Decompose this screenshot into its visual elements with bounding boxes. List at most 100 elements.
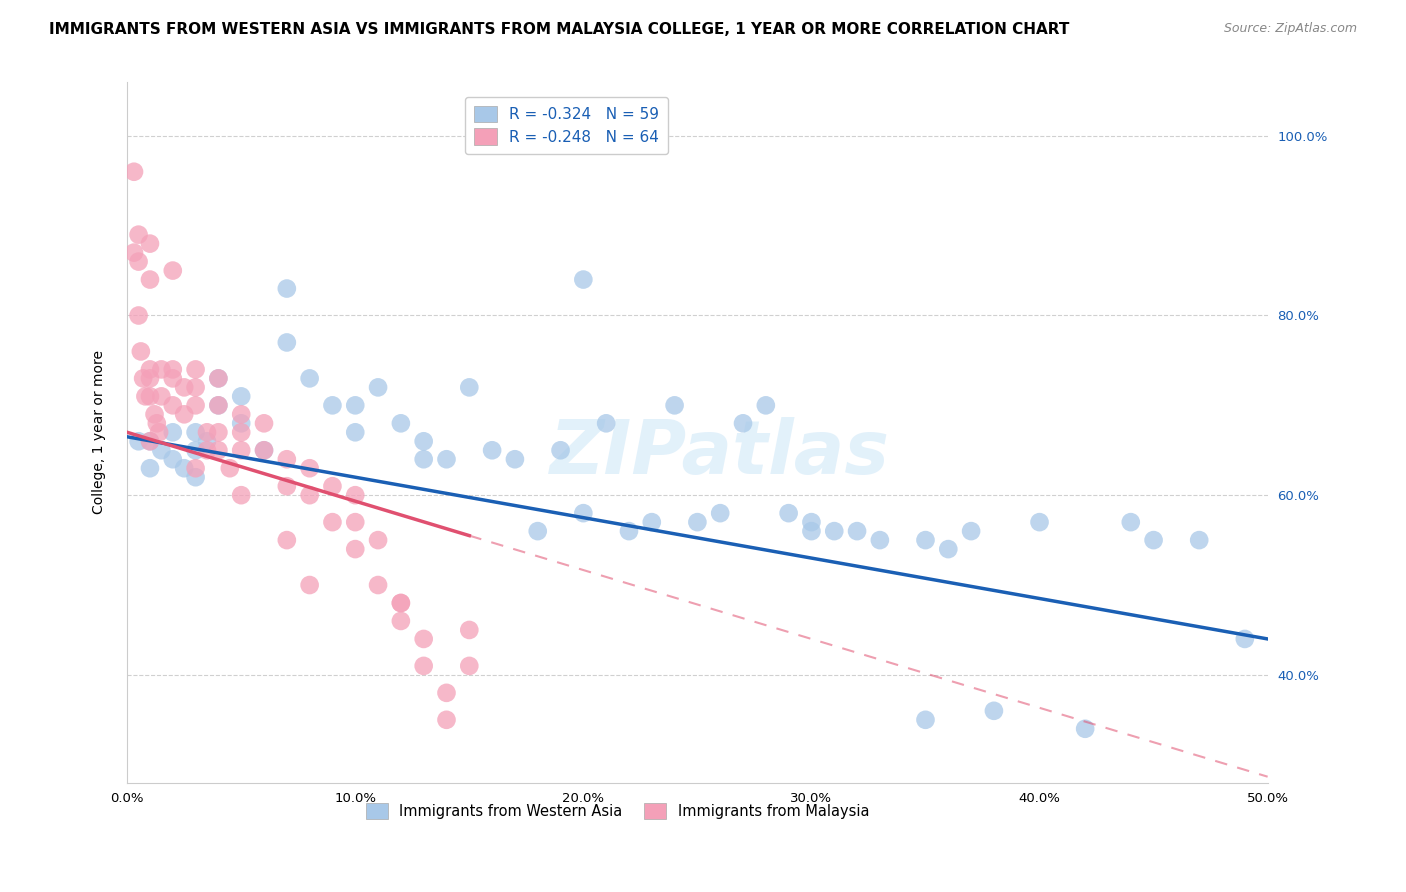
Point bbox=[1028, 515, 1050, 529]
Point bbox=[800, 524, 823, 538]
Point bbox=[231, 488, 253, 502]
Point bbox=[162, 362, 184, 376]
Point bbox=[128, 254, 150, 268]
Point bbox=[572, 506, 595, 520]
Point bbox=[184, 443, 207, 458]
Text: Source: ZipAtlas.com: Source: ZipAtlas.com bbox=[1223, 22, 1357, 36]
Point bbox=[231, 417, 253, 431]
Point bbox=[298, 461, 321, 475]
Text: IMMIGRANTS FROM WESTERN ASIA VS IMMIGRANTS FROM MALAYSIA COLLEGE, 1 YEAR OR MORE: IMMIGRANTS FROM WESTERN ASIA VS IMMIGRAN… bbox=[49, 22, 1070, 37]
Point bbox=[367, 533, 389, 548]
Legend: Immigrants from Western Asia, Immigrants from Malaysia: Immigrants from Western Asia, Immigrants… bbox=[360, 797, 876, 824]
Point bbox=[162, 371, 184, 385]
Point bbox=[846, 524, 869, 538]
Point bbox=[572, 272, 595, 286]
Point bbox=[129, 344, 152, 359]
Point bbox=[321, 479, 343, 493]
Point bbox=[914, 713, 936, 727]
Point bbox=[595, 417, 617, 431]
Point bbox=[298, 488, 321, 502]
Point bbox=[184, 470, 207, 484]
Point bbox=[298, 371, 321, 385]
Point bbox=[139, 371, 162, 385]
Point bbox=[344, 398, 367, 412]
Point bbox=[173, 407, 195, 421]
Point bbox=[503, 452, 526, 467]
Point bbox=[276, 452, 298, 467]
Point bbox=[143, 407, 166, 421]
Point bbox=[184, 398, 207, 412]
Point bbox=[195, 425, 218, 440]
Point bbox=[458, 659, 481, 673]
Point bbox=[436, 452, 458, 467]
Point bbox=[162, 263, 184, 277]
Point bbox=[128, 309, 150, 323]
Point bbox=[218, 461, 240, 475]
Point bbox=[550, 443, 572, 458]
Point bbox=[134, 389, 156, 403]
Point bbox=[664, 398, 686, 412]
Point bbox=[1233, 632, 1256, 646]
Point bbox=[389, 614, 412, 628]
Point bbox=[686, 515, 709, 529]
Point bbox=[253, 443, 276, 458]
Point bbox=[122, 165, 145, 179]
Point bbox=[207, 443, 229, 458]
Point bbox=[231, 407, 253, 421]
Point bbox=[231, 425, 253, 440]
Point bbox=[526, 524, 548, 538]
Text: ZIPatlas: ZIPatlas bbox=[550, 417, 890, 490]
Point bbox=[139, 461, 162, 475]
Point bbox=[207, 371, 229, 385]
Point bbox=[207, 398, 229, 412]
Point bbox=[139, 236, 162, 251]
Point bbox=[436, 686, 458, 700]
Point bbox=[481, 443, 503, 458]
Point bbox=[253, 443, 276, 458]
Point bbox=[184, 380, 207, 394]
Point bbox=[458, 380, 481, 394]
Point bbox=[641, 515, 664, 529]
Point bbox=[960, 524, 983, 538]
Point bbox=[914, 533, 936, 548]
Point bbox=[458, 623, 481, 637]
Point bbox=[367, 380, 389, 394]
Point bbox=[412, 452, 434, 467]
Point bbox=[231, 443, 253, 458]
Point bbox=[298, 578, 321, 592]
Point bbox=[321, 398, 343, 412]
Point bbox=[148, 425, 170, 440]
Point bbox=[139, 272, 162, 286]
Point bbox=[869, 533, 891, 548]
Point bbox=[207, 371, 229, 385]
Point bbox=[389, 596, 412, 610]
Point bbox=[709, 506, 731, 520]
Point bbox=[132, 371, 155, 385]
Point bbox=[184, 425, 207, 440]
Point bbox=[150, 362, 173, 376]
Point bbox=[936, 542, 959, 557]
Point bbox=[276, 533, 298, 548]
Point bbox=[823, 524, 845, 538]
Point bbox=[755, 398, 778, 412]
Point bbox=[122, 245, 145, 260]
Point bbox=[731, 417, 754, 431]
Point bbox=[128, 227, 150, 242]
Point bbox=[139, 434, 162, 449]
Point bbox=[195, 434, 218, 449]
Point bbox=[1119, 515, 1142, 529]
Point bbox=[367, 578, 389, 592]
Point bbox=[617, 524, 640, 538]
Y-axis label: College, 1 year or more: College, 1 year or more bbox=[93, 351, 107, 515]
Point bbox=[253, 417, 276, 431]
Point bbox=[412, 434, 434, 449]
Point bbox=[150, 389, 173, 403]
Point bbox=[184, 461, 207, 475]
Point bbox=[1142, 533, 1164, 548]
Point bbox=[1074, 722, 1097, 736]
Point bbox=[389, 417, 412, 431]
Point bbox=[146, 417, 169, 431]
Point bbox=[412, 632, 434, 646]
Point bbox=[150, 443, 173, 458]
Point bbox=[344, 425, 367, 440]
